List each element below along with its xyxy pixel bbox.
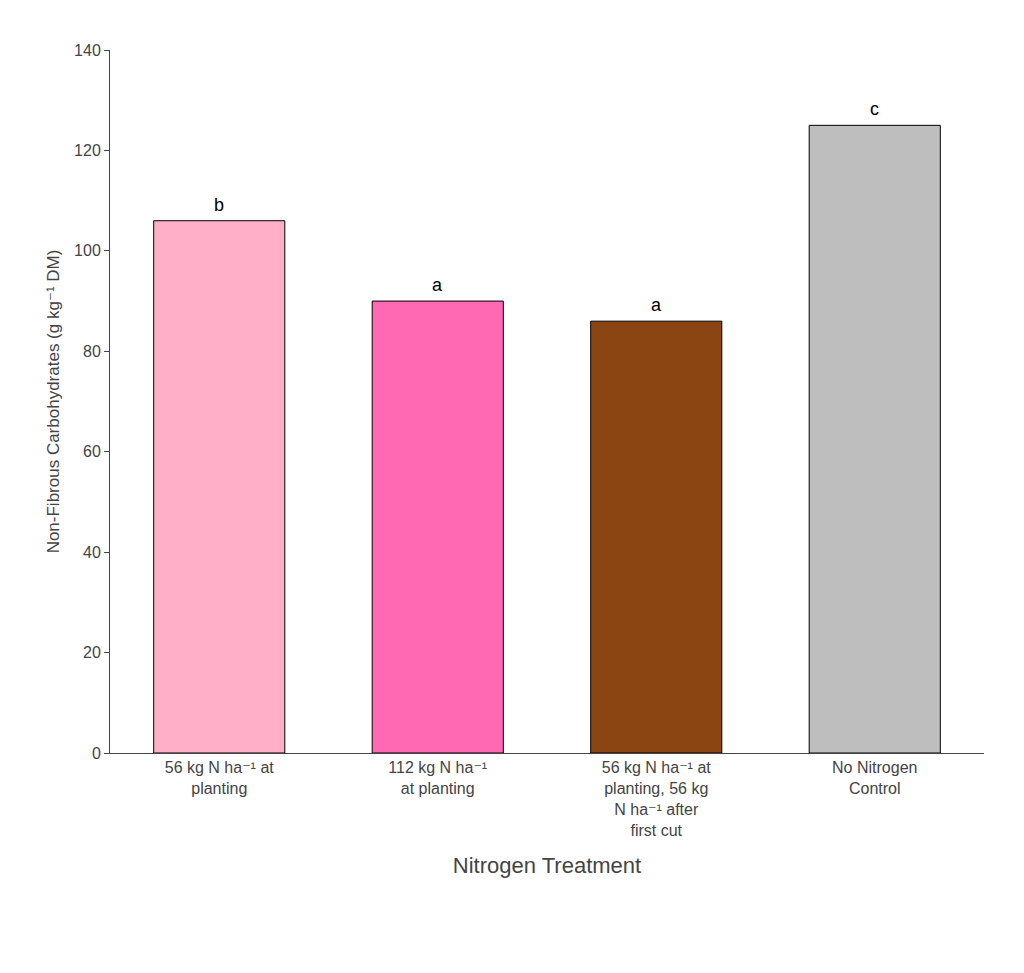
svg-text:Nitrogen Treatment: Nitrogen Treatment: [453, 853, 641, 878]
svg-text:56 kg N ha⁻¹ atplanting: 56 kg N ha⁻¹ atplanting: [165, 759, 275, 797]
svg-text:112 kg N ha⁻¹at planting: 112 kg N ha⁻¹at planting: [388, 759, 487, 797]
svg-text:20: 20: [83, 644, 101, 661]
svg-text:Non-Fibrous Carbohydrates (g k: Non-Fibrous Carbohydrates (g kg⁻¹ DM): [44, 250, 63, 554]
svg-text:c: c: [870, 99, 879, 119]
svg-text:b: b: [214, 195, 224, 215]
svg-text:140: 140: [74, 42, 101, 59]
svg-text:100: 100: [74, 242, 101, 259]
svg-text:No NitrogenControl: No NitrogenControl: [832, 759, 917, 797]
svg-text:80: 80: [83, 343, 101, 360]
svg-text:0: 0: [92, 745, 101, 762]
svg-text:a: a: [432, 275, 443, 295]
svg-text:120: 120: [74, 142, 101, 159]
svg-text:60: 60: [83, 443, 101, 460]
svg-text:40: 40: [83, 544, 101, 561]
svg-text:56 kg N ha⁻¹ atplanting, 56 kg: 56 kg N ha⁻¹ atplanting, 56 kgN ha⁻¹ aft…: [602, 759, 712, 838]
svg-text:a: a: [651, 295, 662, 315]
